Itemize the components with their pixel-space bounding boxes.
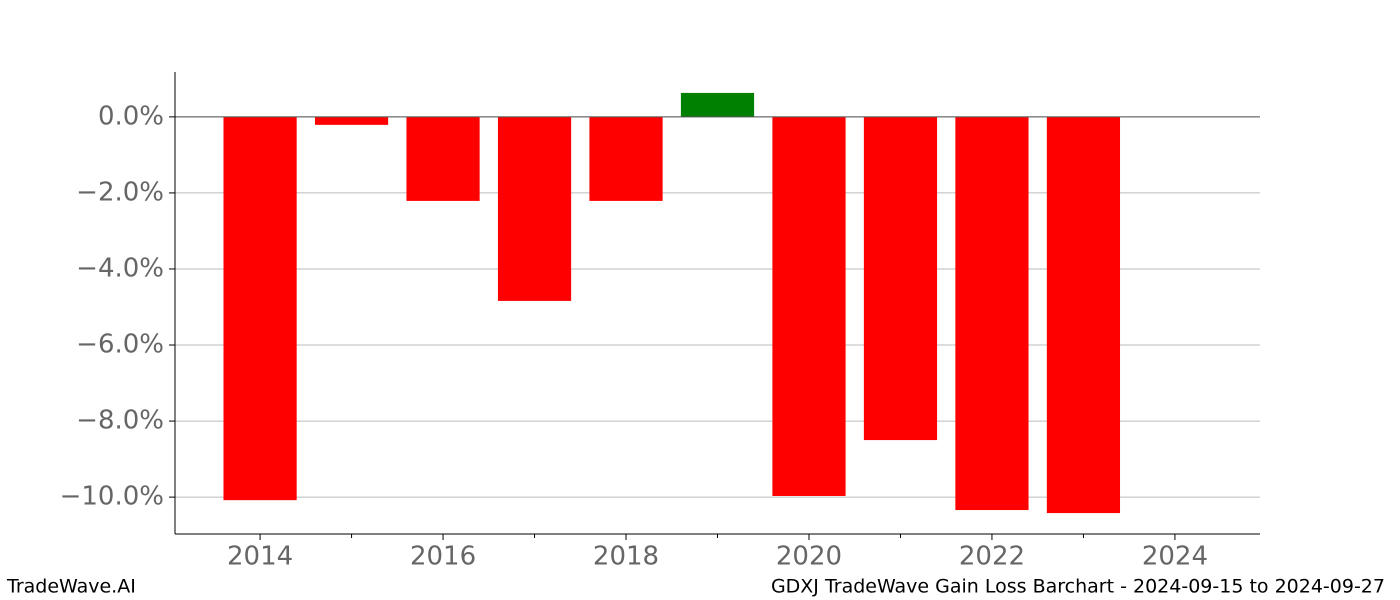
bar [589,116,663,201]
x-tick-label: 2018 [593,542,659,572]
bar [772,116,846,496]
bar [314,116,389,125]
bar [1046,116,1121,514]
x-tick-label: 2020 [776,542,842,572]
y-tick-label: −8.0% [76,406,164,436]
footer-left: TradeWave.AI [6,576,136,598]
x-tick-label: 2014 [227,542,293,572]
bar [223,116,297,501]
y-tick-label: −10.0% [60,482,164,512]
y-tick-label: −2.0% [76,177,164,207]
y-tick-label: −6.0% [76,330,164,360]
x-tick-label: 2024 [1142,542,1208,572]
bar [863,116,938,441]
bar [680,92,755,117]
bar [406,116,480,201]
footer-right: GDXJ TradeWave Gain Loss Barchart - 2024… [771,576,1385,598]
bar [497,116,572,301]
x-tick-label: 2016 [410,542,476,572]
x-tick-label: 2022 [959,542,1025,572]
bar [955,116,1029,511]
y-tick-label: −4.0% [76,253,164,283]
y-tick-label: 0.0% [98,101,164,131]
